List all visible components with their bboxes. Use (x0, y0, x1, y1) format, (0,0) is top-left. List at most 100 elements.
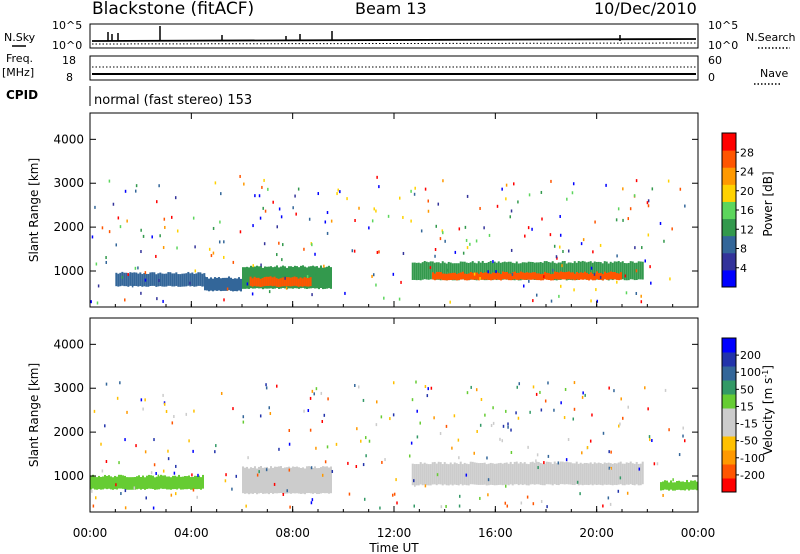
data-cell (267, 276, 270, 286)
data-cell (295, 212, 297, 216)
data-cell (503, 261, 506, 280)
data-cell (242, 466, 244, 494)
data-cell (610, 450, 612, 454)
data-cell (611, 262, 614, 281)
freq-tick-bottom: 8 (66, 71, 73, 84)
data-cell (104, 474, 106, 489)
data-cell (248, 267, 250, 289)
data-cell (517, 200, 519, 204)
data-cell (549, 462, 552, 485)
data-cell (328, 467, 330, 494)
data-cell (569, 262, 572, 280)
data-cell (595, 288, 597, 292)
data-cell (348, 492, 351, 496)
data-cell (159, 234, 161, 238)
data-cell (667, 179, 670, 183)
colorbar-segment (722, 167, 736, 185)
data-cell (621, 261, 624, 280)
data-cell (473, 451, 475, 455)
data-cell (529, 462, 532, 485)
data-cell (426, 394, 429, 398)
data-cell (339, 190, 341, 194)
data-cell (556, 271, 558, 280)
data-cell (133, 486, 136, 490)
data-cell (206, 277, 208, 291)
data-cell (585, 462, 588, 485)
data-cell (177, 274, 180, 287)
data-cell (599, 275, 602, 279)
data-cell (629, 461, 632, 485)
data-cell (144, 398, 146, 402)
data-cell (115, 483, 117, 487)
data-cell (490, 424, 493, 428)
data-cell (194, 475, 196, 490)
data-cell (640, 300, 643, 304)
data-cell (410, 441, 413, 445)
colorbar-segment (722, 380, 736, 395)
data-cell (255, 277, 258, 287)
data-cell (242, 415, 245, 419)
data-cell (541, 217, 543, 221)
data-cell (191, 473, 193, 477)
data-cell (529, 261, 532, 280)
data-cell (375, 209, 377, 213)
data-cell (305, 277, 308, 287)
data-cell (260, 263, 262, 267)
data-cell (591, 463, 594, 486)
data-cell (511, 272, 514, 276)
data-cell (480, 398, 483, 402)
data-cell (484, 413, 486, 417)
data-cell (651, 439, 653, 443)
x-tick-label: 00:00 (681, 526, 716, 540)
data-cell (108, 475, 110, 489)
data-cell (137, 266, 139, 270)
freq-tick-top: 18 (62, 54, 76, 67)
data-cell (244, 267, 246, 289)
data-cell (380, 415, 383, 419)
data-cell (344, 291, 346, 295)
data-cell (593, 462, 596, 485)
data-cell (173, 415, 175, 419)
data-cell (378, 250, 380, 254)
data-cell (451, 464, 454, 486)
data-cell (413, 464, 416, 486)
data-cell (156, 297, 158, 301)
data-cell (624, 274, 627, 278)
data-cell (416, 409, 418, 413)
data-cell (559, 245, 561, 249)
data-cell (161, 273, 164, 287)
data-cell (574, 273, 576, 281)
data-cell (510, 248, 513, 252)
data-cell (634, 246, 636, 250)
data-cell (489, 260, 492, 280)
data-cell (442, 273, 444, 281)
data-cell (555, 263, 558, 281)
data-cell (503, 462, 506, 485)
data-cell (337, 188, 339, 192)
data-cell (330, 267, 332, 289)
data-cell (242, 420, 245, 424)
data-cell (609, 463, 612, 485)
data-cell (449, 262, 452, 280)
data-cell (571, 191, 574, 195)
data-cell (307, 278, 310, 287)
data-cell (427, 387, 429, 391)
data-cell (468, 273, 470, 281)
data-cell (156, 476, 158, 490)
data-cell (510, 209, 513, 213)
data-cell (582, 391, 584, 395)
data-cell (491, 262, 494, 281)
data-cell (537, 262, 540, 280)
data-cell (322, 267, 324, 290)
data-cell (479, 496, 481, 500)
data-cell (537, 466, 539, 470)
data-cell (279, 278, 282, 287)
data-cell (666, 480, 668, 490)
data-cell (278, 241, 280, 245)
data-cell (212, 251, 215, 255)
colorbar-frame (721, 337, 737, 493)
data-cell (411, 398, 414, 402)
data-cell (510, 451, 513, 455)
data-cell (112, 477, 114, 490)
data-cell (647, 407, 649, 411)
